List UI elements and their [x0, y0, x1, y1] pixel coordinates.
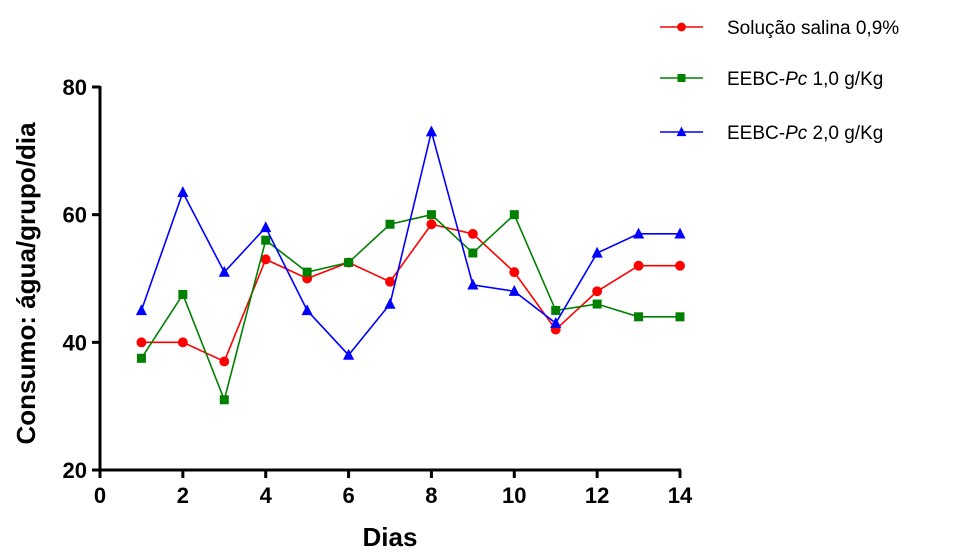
data-point	[426, 210, 436, 220]
data-point	[634, 312, 644, 322]
data-point	[178, 289, 188, 299]
data-point	[551, 305, 561, 315]
data-point	[676, 126, 687, 137]
x-tick-label: 10	[502, 483, 526, 508]
legend-label-part: EEBC-	[727, 69, 785, 90]
legend-label-part: Pc	[785, 123, 808, 144]
data-point	[677, 22, 686, 32]
y-axis-ticks: 20 40 60 80	[63, 75, 100, 483]
data-point	[136, 353, 146, 363]
data-point	[177, 337, 188, 348]
data-point	[425, 125, 438, 137]
y-axis-title: Consumo: água/grupo/dia	[11, 122, 41, 445]
data-point	[219, 356, 230, 367]
axes: 0 2 4 6 8 10 12 14 20 40 60 80	[63, 75, 693, 508]
data-point	[302, 267, 312, 277]
data-point	[677, 74, 686, 82]
series	[136, 219, 685, 367]
series	[136, 210, 685, 405]
data-point	[550, 316, 562, 328]
y-tick-label: 60	[63, 203, 87, 228]
data-point	[468, 248, 478, 258]
legend-label: Solução salina 0,9%	[727, 18, 899, 39]
legend-label-part: EEBC-	[727, 123, 785, 144]
data-point	[261, 235, 271, 245]
data-point	[633, 260, 644, 271]
x-axis-title: Dias	[363, 522, 418, 552]
data-point	[674, 227, 686, 239]
legend-item: EEBC-Pc 2,0 g/Kg	[660, 123, 883, 144]
data-point	[426, 219, 437, 230]
x-tick-label: 6	[342, 483, 354, 508]
data-point	[592, 299, 602, 309]
data-point	[467, 228, 478, 239]
data-point	[632, 227, 645, 239]
x-tick-label: 0	[94, 483, 106, 508]
data-point	[301, 304, 313, 316]
series	[135, 125, 686, 360]
x-tick-label: 12	[585, 483, 609, 508]
data-point	[591, 246, 603, 258]
legend: Solução salina 0,9%EEBC-Pc 1,0 g/KgEEBC-…	[660, 18, 899, 144]
x-axis-ticks: 0 2 4 6 8 10 12 14	[94, 470, 693, 508]
data-point	[218, 265, 230, 277]
legend-item: Solução salina 0,9%	[660, 18, 899, 39]
y-tick-label: 80	[63, 75, 87, 100]
y-tick-label: 20	[63, 458, 87, 483]
data-point	[592, 286, 603, 297]
data-point	[260, 221, 272, 233]
data-point	[260, 254, 271, 265]
data-point	[385, 276, 395, 287]
series-line	[141, 223, 680, 363]
legend-label-part: 1,0 g/Kg	[807, 69, 883, 90]
data-point	[177, 186, 189, 197]
y-tick-label: 40	[63, 330, 87, 355]
legend-label-part: Solução salina 0,9%	[727, 18, 899, 39]
series-line	[140, 131, 680, 357]
legend-label-part: 2,0 g/Kg	[807, 123, 883, 144]
data-point	[509, 210, 519, 220]
data-point	[385, 219, 395, 229]
data-point	[509, 267, 520, 278]
x-tick-label: 8	[425, 483, 437, 508]
series-layer	[135, 125, 686, 405]
data-point	[384, 297, 396, 309]
data-point	[219, 395, 229, 405]
legend-label-part: Pc	[785, 69, 808, 90]
data-point	[342, 348, 355, 360]
x-tick-label: 4	[260, 483, 273, 508]
data-point	[675, 312, 685, 322]
legend-item: EEBC-Pc 1,0 g/Kg	[660, 69, 883, 90]
legend-label: EEBC-Pc 1,0 g/Kg	[727, 69, 883, 90]
data-point	[135, 304, 148, 316]
data-point	[344, 258, 354, 268]
legend-label: EEBC-Pc 2,0 g/Kg	[727, 123, 883, 144]
x-tick-label: 2	[177, 483, 189, 508]
data-point	[508, 285, 520, 296]
data-point	[467, 278, 479, 290]
data-point	[675, 260, 685, 271]
x-tick-label: 14	[668, 483, 693, 508]
data-point	[136, 337, 147, 348]
